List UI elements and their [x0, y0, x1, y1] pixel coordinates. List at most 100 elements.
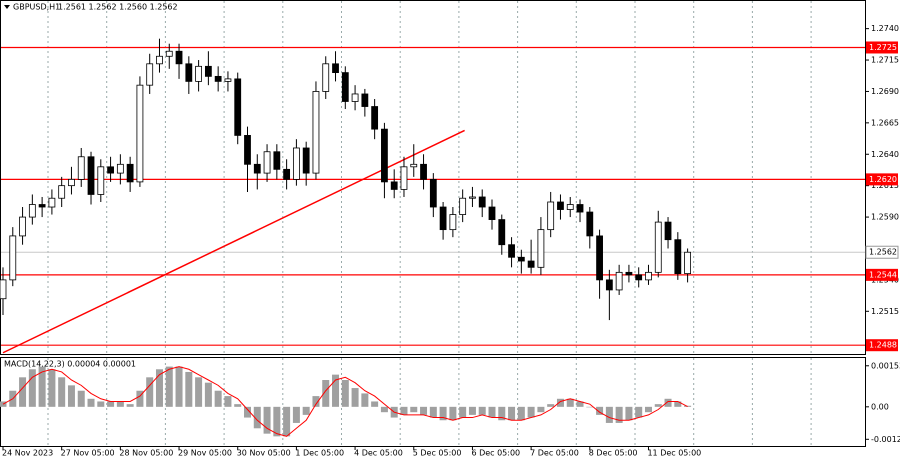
candle-body: [390, 181, 398, 190]
candle-body: [478, 196, 486, 208]
macd-bar: [429, 406, 437, 418]
candle-body: [517, 256, 525, 262]
y-tick-label: 1.2515: [871, 307, 899, 316]
candle-body: [244, 135, 251, 165]
macd-bar: [566, 398, 574, 407]
macd-bar: [380, 406, 388, 413]
macd-bar: [195, 377, 203, 407]
candle-body: [107, 166, 114, 174]
candle-body: [136, 84, 144, 183]
macd-bar: [165, 366, 173, 407]
candle-body: [214, 75, 222, 82]
candle-body: [185, 63, 193, 82]
y-tick-label: 1.2590: [871, 213, 899, 222]
candle-body: [664, 221, 672, 241]
x-tick-label: 5 Dec 05:00: [413, 449, 462, 458]
candle-body: [126, 163, 134, 183]
candle-body: [420, 163, 427, 180]
macd-bar: [556, 398, 564, 407]
candle-body: [674, 239, 682, 275]
macd-bar: [136, 390, 144, 407]
y-tick-label: -0.00121: [871, 435, 900, 444]
macd-bar: [527, 406, 535, 418]
candle-body: [77, 156, 85, 180]
macd-bar: [77, 390, 85, 407]
candle-body: [87, 156, 95, 195]
macd-bar: [644, 406, 652, 413]
macd-bar: [468, 406, 476, 415]
y-tick-label: 1.2640: [871, 150, 899, 159]
candle-body: [263, 151, 271, 174]
candle-body: [439, 206, 447, 231]
candle-body: [498, 219, 506, 246]
x-tick-label: 29 Nov 05:00: [178, 449, 232, 458]
macd-bar: [214, 390, 222, 407]
candle-body: [557, 201, 564, 210]
candle-body: [28, 204, 36, 218]
macd-bar: [263, 406, 271, 434]
candle-body: [97, 166, 105, 195]
macd-bar: [488, 406, 496, 418]
macd-bar: [283, 406, 291, 437]
macd-bar: [341, 380, 349, 407]
macd-bar: [28, 369, 36, 407]
x-tick-label: 4 Dec 05:00: [354, 449, 403, 458]
macd-bar: [351, 388, 359, 407]
level-box: [866, 41, 898, 54]
macd-bar: [547, 404, 555, 407]
candle-body: [381, 128, 388, 183]
macd-bar: [654, 404, 662, 407]
candle-body: [312, 91, 320, 174]
candle-body: [654, 221, 662, 273]
macd-bar: [635, 406, 643, 418]
macd-bar: [586, 406, 594, 408]
x-tick-label: 1 Dec 05:00: [295, 449, 344, 458]
candle-body: [58, 185, 66, 199]
macd-bar: [449, 406, 457, 421]
candle-body: [625, 271, 633, 276]
x-tick-label: 11 Dec 05:00: [647, 449, 701, 458]
candle-body: [204, 65, 212, 77]
menu-arrow[interactable]: [4, 5, 10, 9]
y-tick-label: 1.2615: [871, 181, 899, 190]
macd-bar: [302, 406, 310, 415]
candle-body: [224, 78, 232, 82]
candle-body: [576, 204, 584, 213]
macd-bar: [126, 404, 134, 407]
level-label: 1.2725: [869, 43, 897, 52]
y-tick-label: 1.2740: [871, 24, 899, 33]
y-tick-label: 0.00153: [871, 361, 900, 370]
candle-body: [234, 78, 242, 136]
candle-body: [605, 279, 613, 291]
y-tick-label: 1.2665: [871, 118, 899, 127]
macd-bar: [596, 406, 604, 415]
candle-body: [547, 201, 555, 231]
macd-bar: [67, 385, 75, 407]
candle-body: [615, 271, 623, 291]
candle-body: [361, 93, 369, 107]
macd-bar: [312, 396, 320, 407]
macd-bar: [116, 401, 124, 407]
candle-body: [508, 244, 515, 258]
candle-body: [351, 93, 359, 102]
candle-body: [68, 178, 75, 187]
x-tick-label: 28 Nov 05:00: [119, 449, 173, 458]
current-price-label: 1.2562: [869, 248, 897, 257]
candle-body: [0, 279, 7, 300]
time-grid: [47, 1, 812, 446]
x-tick-label: 6 Dec 05:00: [471, 449, 520, 458]
candle-body: [684, 251, 691, 275]
macd-bar: [107, 401, 115, 407]
candle-body: [48, 197, 56, 208]
macd-title: MACD(14,22,3) 0.00004 0.00001: [4, 360, 136, 369]
level-label: 1.2488: [869, 341, 897, 350]
candle-body: [302, 147, 310, 174]
macd-bar: [292, 406, 300, 423]
candle-body: [195, 65, 203, 82]
macd-bar: [87, 398, 95, 407]
candle-body: [19, 216, 26, 237]
candle-body: [527, 260, 535, 268]
candle-body: [341, 72, 349, 102]
macd-bar: [97, 401, 105, 407]
